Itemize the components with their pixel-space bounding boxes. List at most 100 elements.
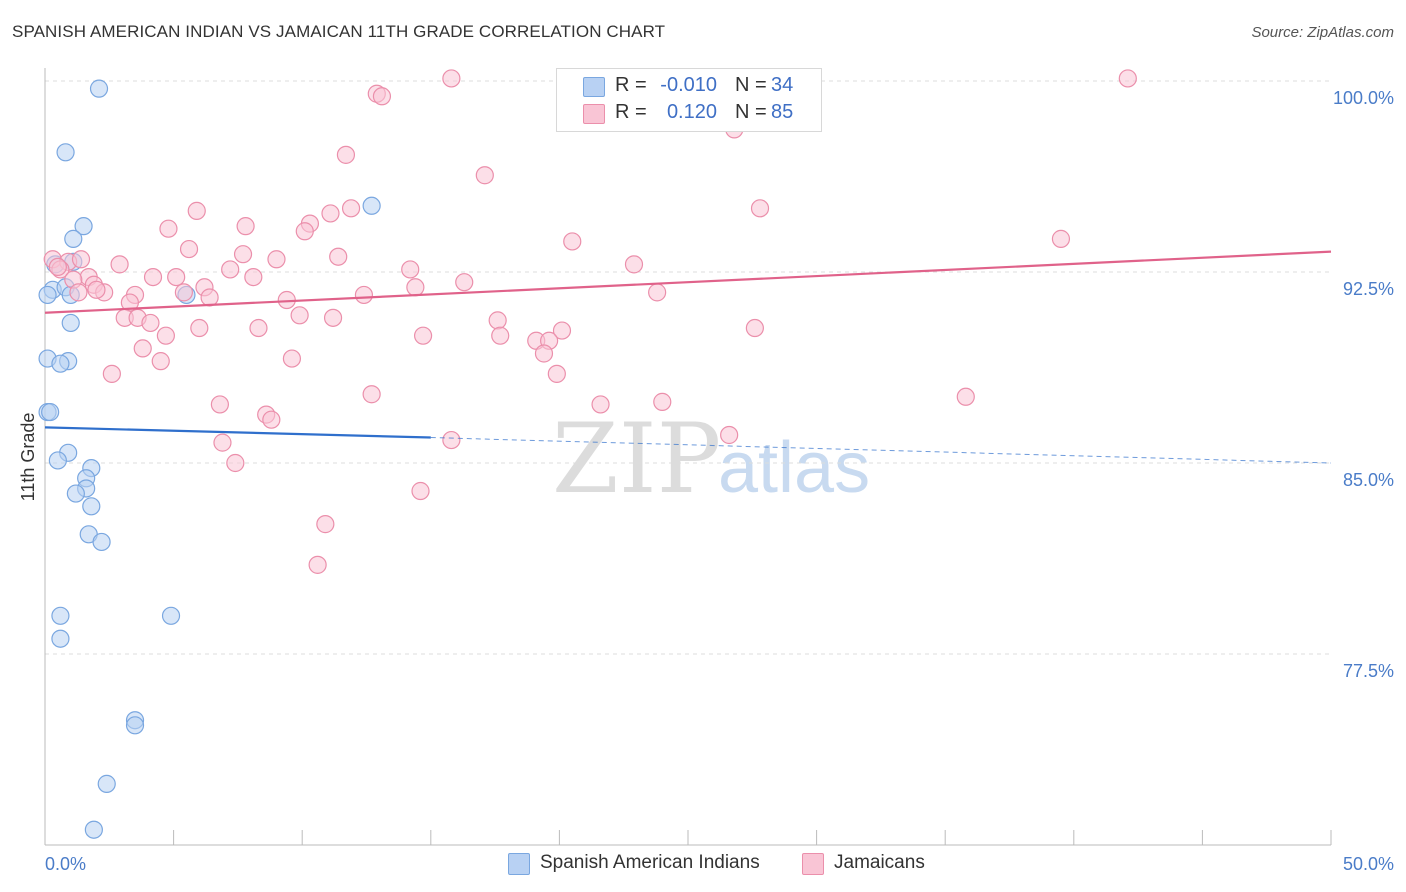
- data-point: [141, 313, 160, 333]
- trend-line-spanish-american-indians-extrapolated: [430, 437, 1332, 464]
- y-axis-tick-labels: 100.0% 92.5% 85.0% 77.5%: [1333, 88, 1394, 681]
- trend-lines: [44, 250, 1332, 464]
- legend-n-label: N =: [735, 74, 767, 96]
- bottom-legend-swatch-pink: [802, 853, 824, 875]
- data-point: [491, 326, 510, 345]
- data-point: [413, 326, 433, 345]
- chart-title: SPANISH AMERICAN INDIAN VS JAMAICAN 11TH…: [12, 22, 666, 41]
- y-tick-label: 100.0%: [1333, 88, 1394, 108]
- data-point: [354, 285, 374, 305]
- data-point: [547, 364, 566, 383]
- data-point: [151, 352, 170, 371]
- data-point: [156, 326, 175, 345]
- data-point: [87, 280, 106, 299]
- data-point: [74, 217, 93, 236]
- legend-r-value: -0.010: [660, 74, 717, 96]
- data-point: [89, 79, 109, 98]
- data-point: [411, 481, 430, 501]
- x-tick-label-max: 50.0%: [1343, 854, 1394, 874]
- data-point: [125, 716, 145, 735]
- data-point: [48, 257, 67, 277]
- data-point: [750, 199, 770, 218]
- data-point: [406, 278, 425, 297]
- data-point: [133, 339, 152, 358]
- watermark: ZIP atlas: [552, 403, 870, 515]
- data-point: [244, 267, 263, 287]
- data-point: [143, 267, 163, 287]
- data-point: [226, 453, 245, 473]
- legend-row-jamaicans: R = 0.120 N = 85: [557, 100, 821, 126]
- data-point: [71, 250, 91, 269]
- data-point: [1118, 69, 1137, 88]
- data-point: [161, 606, 181, 625]
- data-point: [282, 349, 302, 368]
- data-point: [563, 232, 582, 251]
- data-point: [262, 410, 281, 429]
- data-point: [290, 306, 309, 325]
- data-point: [362, 385, 381, 404]
- y-tick-label: 77.5%: [1343, 661, 1394, 681]
- data-point: [323, 308, 343, 327]
- trend-line-jamaicans: [44, 250, 1332, 314]
- y-tick-label: 92.5%: [1343, 279, 1394, 299]
- data-point: [110, 255, 129, 274]
- x-tick-label-min: 0.0%: [45, 854, 86, 874]
- data-point: [51, 606, 70, 625]
- watermark-zip: ZIP: [552, 403, 721, 515]
- legend: R = -0.010 N = 34 R = 0.120 N = 85: [556, 68, 822, 132]
- y-tick-label: 85.0%: [1343, 470, 1394, 490]
- data-point: [1051, 229, 1071, 248]
- data-point: [51, 629, 70, 648]
- data-point: [159, 219, 178, 238]
- data-point: [341, 199, 361, 218]
- data-point: [38, 285, 57, 305]
- legend-r-label: R =: [615, 101, 647, 123]
- data-point: [329, 247, 348, 266]
- x-axis-ticks: [44, 830, 1332, 845]
- data-point: [48, 451, 67, 470]
- data-point: [591, 395, 610, 414]
- data-point: [190, 318, 209, 338]
- data-point: [174, 283, 193, 302]
- data-point: [362, 196, 381, 215]
- data-point: [187, 201, 206, 220]
- data-point: [167, 267, 186, 287]
- series-jamaicans: [43, 69, 1137, 574]
- legend-r-value: 0.120: [666, 101, 717, 123]
- data-point: [455, 273, 474, 292]
- data-point: [200, 288, 219, 307]
- data-point: [213, 433, 232, 452]
- data-point: [41, 402, 60, 422]
- data-point: [179, 239, 199, 259]
- data-point: [401, 260, 420, 279]
- data-point: [233, 245, 253, 264]
- data-point: [308, 555, 327, 574]
- data-point: [61, 313, 80, 333]
- data-point: [321, 204, 340, 223]
- grid-lines: [45, 80, 1331, 655]
- data-point: [336, 145, 356, 164]
- data-point: [956, 387, 975, 406]
- source-label: Source: ZipAtlas.com: [1251, 24, 1394, 41]
- data-point: [210, 395, 229, 414]
- legend-swatch-pink: [583, 104, 605, 124]
- legend-row-spanish-american-indians: R = -0.010 N = 34: [557, 73, 821, 99]
- data-point: [552, 321, 572, 340]
- data-point: [442, 430, 461, 450]
- data-point: [249, 318, 268, 338]
- data-point: [372, 87, 392, 106]
- data-point: [267, 250, 286, 269]
- data-point: [97, 774, 116, 793]
- data-point: [66, 484, 85, 503]
- data-point: [745, 318, 764, 338]
- data-point: [653, 392, 672, 411]
- data-point: [64, 229, 83, 248]
- bottom-legend-label: Jamaicans: [834, 852, 925, 873]
- bottom-legend-label: Spanish American Indians: [540, 852, 760, 873]
- data-point: [488, 311, 507, 330]
- legend-n-value: 34: [771, 74, 794, 96]
- legend-r-label: R =: [615, 74, 647, 96]
- data-point: [102, 364, 121, 383]
- series-spanish-american-indians: [38, 79, 381, 839]
